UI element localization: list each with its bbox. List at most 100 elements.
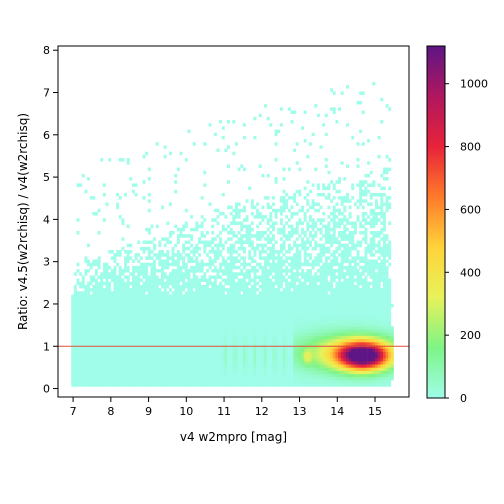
heatmap-cell (137, 307, 141, 311)
heatmap-cell (100, 284, 104, 289)
heatmap-cell (139, 373, 143, 378)
heatmap-cell (272, 316, 275, 321)
heatmap-cell (92, 376, 96, 381)
heatmap-cell (187, 370, 191, 375)
heatmap-cell (232, 338, 236, 343)
heatmap-cell (195, 376, 199, 381)
heatmap-cell (266, 234, 270, 238)
heatmap-cell (174, 332, 178, 336)
heatmap-cell (272, 281, 275, 286)
heatmap-cell (73, 354, 77, 359)
heatmap-cell (134, 364, 138, 368)
heatmap-cell (274, 370, 278, 375)
heatmap-cell (274, 291, 278, 295)
heatmap-cell (332, 319, 336, 324)
heatmap-cell (340, 265, 344, 270)
heatmap-cell (116, 338, 120, 343)
heatmap-cell (356, 253, 360, 257)
heatmap-cell (298, 342, 302, 346)
heatmap-cell (129, 319, 133, 324)
heatmap-cell (335, 284, 339, 289)
heatmap-cell (340, 284, 344, 289)
heatmap-cell (293, 278, 297, 283)
heatmap-cell (100, 332, 104, 336)
heatmap-cell (303, 354, 307, 359)
heatmap-cell (311, 237, 315, 241)
heatmap-cell (190, 370, 194, 375)
heatmap-cell (240, 357, 244, 362)
heatmap-cell (277, 278, 281, 283)
heatmap-cell (293, 380, 297, 384)
heatmap-cell (308, 376, 312, 381)
heatmap-cell (335, 329, 339, 333)
heatmap-cell (190, 307, 194, 311)
heatmap-cell (287, 196, 291, 200)
heatmap-cell (124, 259, 127, 264)
heatmap-cell (166, 357, 170, 362)
heatmap-cell (290, 297, 294, 302)
heatmap-cell (161, 278, 164, 283)
heatmap-cell (274, 307, 278, 311)
heatmap-cell (179, 256, 183, 260)
heatmap-cell (92, 259, 96, 264)
heatmap-cell (79, 351, 83, 356)
heatmap-cell (182, 357, 186, 362)
heatmap-cell (316, 354, 320, 359)
heatmap-cell (184, 307, 188, 311)
heatmap-cell (285, 234, 289, 238)
heatmap-cell (71, 326, 75, 330)
heatmap-cell (105, 348, 109, 352)
heatmap-cell (200, 326, 204, 330)
heatmap-cell (240, 351, 244, 356)
heatmap-cell (71, 354, 75, 359)
heatmap-cell (277, 262, 281, 267)
heatmap-cell (147, 370, 151, 375)
heatmap-cell (308, 329, 312, 333)
heatmap-cell (203, 351, 207, 356)
heatmap-cell (221, 259, 225, 264)
heatmap-cell (110, 278, 114, 283)
heatmap-cell (232, 265, 236, 270)
heatmap-cell (351, 329, 355, 333)
heatmap-cell (105, 310, 109, 314)
heatmap-cell (272, 300, 275, 305)
heatmap-cell (182, 303, 186, 308)
heatmap-cell (147, 192, 151, 197)
heatmap-cell (139, 291, 143, 295)
heatmap-cell (182, 376, 186, 381)
heatmap-cell (121, 297, 125, 302)
heatmap-cell (332, 278, 336, 283)
heatmap-cell (316, 218, 320, 222)
heatmap-cell (126, 256, 130, 260)
heatmap-cell (277, 329, 281, 333)
heatmap-cell (79, 348, 83, 352)
heatmap-cell (182, 234, 186, 238)
heatmap-cell (272, 221, 275, 225)
heatmap-cell (330, 253, 334, 257)
heatmap-cell (192, 329, 196, 333)
heatmap-cell (343, 291, 347, 295)
heatmap-cell (290, 303, 294, 308)
heatmap-cell (343, 208, 347, 213)
heatmap-cell (137, 335, 141, 340)
heatmap-cell (311, 370, 315, 375)
heatmap-cell (338, 307, 341, 311)
heatmap-cell (184, 338, 188, 343)
heatmap-cell (211, 338, 215, 343)
heatmap-cell (314, 357, 318, 362)
heatmap-cell (266, 256, 270, 260)
heatmap-cell (147, 297, 151, 302)
heatmap-cell (153, 316, 157, 321)
heatmap-cell (359, 281, 363, 286)
heatmap-cell (306, 262, 310, 267)
heatmap-cell (176, 307, 180, 311)
heatmap-cell (89, 322, 93, 327)
heatmap-cell (142, 332, 146, 336)
heatmap-cell (213, 335, 217, 340)
heatmap-cell (324, 348, 328, 352)
heatmap-cell (87, 348, 90, 352)
heatmap-cell (150, 376, 154, 381)
heatmap-cell (102, 342, 106, 346)
heatmap-cell (298, 361, 302, 365)
heatmap-cell (216, 253, 220, 257)
